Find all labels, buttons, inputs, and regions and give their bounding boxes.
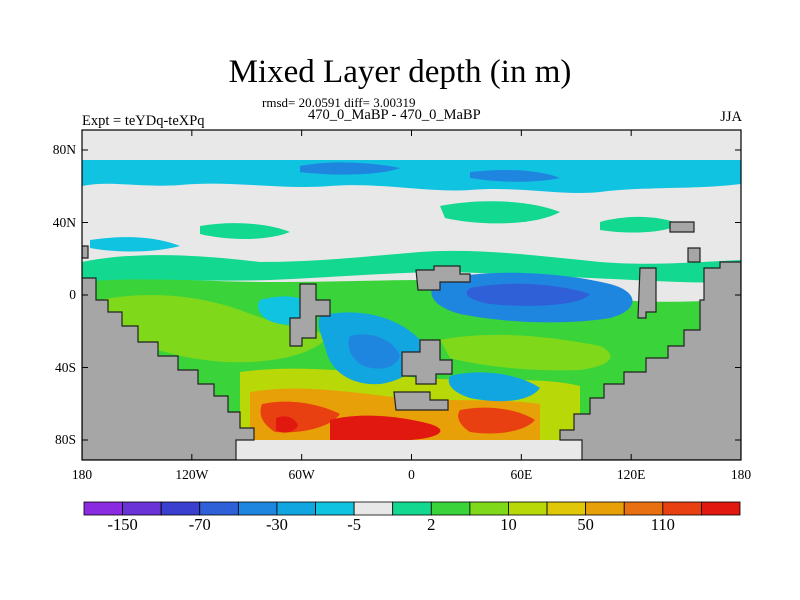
lat-tick-label: 40N: [52, 214, 76, 230]
lon-tick-label: 120E: [616, 467, 646, 482]
colorbar-swatch: [469, 501, 509, 516]
land-eastern-continent: [559, 261, 741, 460]
equatorial-green-strip: [82, 250, 741, 283]
lon-tick-label: 60E: [510, 467, 533, 482]
colorbar-label: -70: [188, 515, 211, 534]
land-island-west: [82, 245, 89, 259]
land-south-america-pacific-coast: [82, 277, 255, 460]
colorbar: [83, 501, 741, 516]
colorbar-swatch: [701, 501, 741, 516]
lon-tick-label: 0: [408, 467, 415, 482]
midlat-green-2: [600, 216, 680, 233]
colorbar-swatch: [199, 501, 239, 516]
colorbar-swatch: [83, 501, 123, 516]
colorbar-swatch: [237, 501, 278, 516]
colorbar-label: -30: [265, 515, 288, 534]
lon-tick-label: 60W: [288, 467, 315, 482]
lon-tick-label: 120W: [175, 467, 209, 482]
land: [82, 221, 741, 460]
plot-title: Mixed Layer depth (in m): [228, 54, 572, 90]
southern-ocean-red-3: [458, 407, 535, 434]
colorbar-label: 10: [500, 515, 517, 534]
colorbar-swatch: [546, 501, 587, 516]
experiment-label: Expt = teYDq-teXPq: [82, 113, 205, 129]
land-africa-north: [415, 265, 471, 291]
colorbar-label: 110: [650, 515, 675, 534]
lon-tick-label: 180: [730, 467, 752, 482]
map-ticks: [81, 130, 742, 460]
colorbar-label: 50: [577, 515, 594, 534]
south-atlantic-yellowgreen: [440, 334, 611, 371]
season-label: JJA: [720, 109, 742, 125]
colorbar-swatch: [623, 501, 664, 516]
south-atlantic-darkblue: [348, 334, 400, 369]
colorbar-label: -5: [347, 515, 361, 534]
north-blue-patches: [300, 162, 560, 182]
south-indian-blue: [448, 372, 540, 402]
map-field: [82, 130, 741, 460]
land-africa-west: [289, 283, 331, 347]
land-australia-strip: [637, 267, 657, 319]
indian-ocean-darkblue: [466, 283, 590, 306]
colorbar-swatch: [160, 501, 201, 516]
colorbar-swatch: [392, 501, 432, 516]
midlat-cyan: [90, 237, 180, 252]
land-madagascar-island: [401, 339, 453, 385]
midlat-green-3: [200, 223, 290, 239]
colorbar-label: -150: [107, 515, 138, 534]
colorbar-swatch: [585, 501, 625, 516]
colorbar-swatch: [662, 501, 702, 516]
lon-tick-label: 180: [71, 467, 93, 482]
land-southern-block: [393, 391, 449, 411]
midlat-green-1: [440, 201, 560, 224]
north-cyan-band: [82, 160, 741, 193]
southern-ocean-red-4: [276, 416, 298, 433]
colorbar-swatch: [508, 501, 548, 516]
stats-label: rmsd= 20.0591 diff= 3.00319: [262, 95, 416, 110]
colorbar-swatch: [276, 501, 316, 516]
colorbar-label: 2: [427, 515, 436, 534]
lat-tick-label: 40S: [54, 359, 76, 375]
colorbar-swatch: [122, 501, 162, 516]
land-island-ne-2: [687, 247, 701, 263]
southern-ocean-red-2: [330, 415, 441, 440]
colorbar-swatch: [353, 501, 394, 516]
land-island-ne-1: [669, 221, 695, 233]
lat-tick-label: 80N: [52, 142, 76, 157]
runs-label: 470_0_MaBP - 470_0_MaBP: [308, 107, 481, 123]
lat-tick-label: 0: [69, 287, 76, 302]
colorbar-swatch: [315, 501, 355, 516]
colorbar-swatch: [430, 501, 471, 516]
lat-tick-label: 80S: [54, 432, 76, 447]
